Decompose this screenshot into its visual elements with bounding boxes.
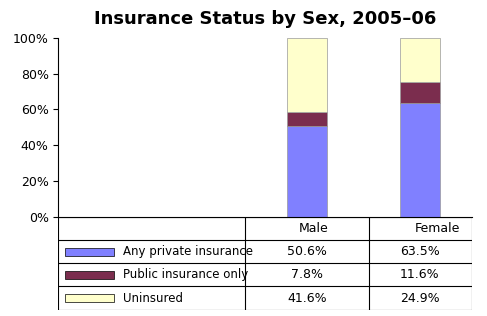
Text: Uninsured: Uninsured <box>123 292 183 305</box>
Bar <box>287 126 327 217</box>
Text: Male: Male <box>299 222 329 235</box>
Text: 63.5%: 63.5% <box>400 245 440 258</box>
Text: 7.8%: 7.8% <box>291 268 323 281</box>
Text: Public insurance only: Public insurance only <box>123 268 248 281</box>
Text: 50.6%: 50.6% <box>287 245 327 258</box>
Text: 24.9%: 24.9% <box>400 292 440 305</box>
FancyBboxPatch shape <box>65 271 113 279</box>
Text: Female: Female <box>415 222 461 235</box>
Text: 11.6%: 11.6% <box>400 268 440 281</box>
Bar <box>400 103 440 217</box>
Text: 41.6%: 41.6% <box>287 292 327 305</box>
Title: Insurance Status by Sex, 2005–06: Insurance Status by Sex, 2005–06 <box>94 10 437 28</box>
FancyBboxPatch shape <box>65 248 113 256</box>
Bar <box>400 82 440 103</box>
Bar <box>287 112 327 126</box>
Text: Any private insurance: Any private insurance <box>123 245 253 258</box>
Bar <box>400 38 440 82</box>
Bar <box>287 38 327 112</box>
FancyBboxPatch shape <box>65 294 113 302</box>
